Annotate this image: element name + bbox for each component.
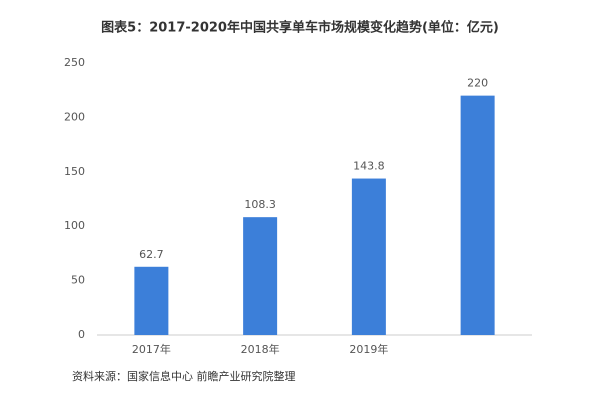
data-label: 62.7	[139, 248, 164, 261]
chart-title: 图表5：2017-2020年中国共享单车市场规模变化趋势(单位：亿元)	[101, 20, 499, 36]
y-tick-label: 100	[64, 219, 85, 232]
source-note: 资料来源：国家信息中心 前瞻产业研究院整理	[72, 369, 296, 383]
bar	[460, 95, 495, 335]
y-tick-label: 150	[64, 165, 85, 178]
x-tick-label: 2019年	[349, 342, 388, 356]
bar	[134, 266, 169, 335]
bar	[351, 178, 386, 335]
y-tick-label: 250	[64, 56, 85, 69]
data-label: 220	[467, 77, 488, 90]
y-tick-label: 50	[71, 274, 85, 287]
data-label: 143.8	[353, 160, 385, 173]
bar	[243, 217, 278, 335]
y-tick-label: 200	[64, 110, 85, 123]
data-label: 108.3	[244, 198, 276, 211]
x-tick-label: 2018年	[241, 342, 280, 356]
y-tick-label: 0	[78, 328, 85, 341]
x-tick-label: 2017年	[132, 342, 171, 356]
